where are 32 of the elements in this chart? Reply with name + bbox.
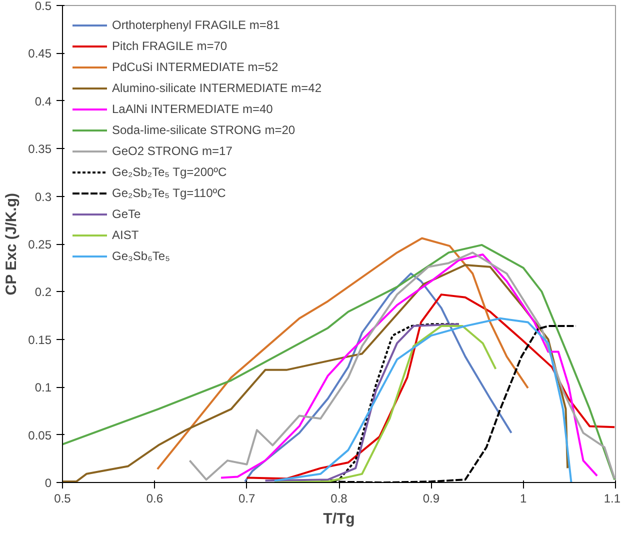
legend-label: Soda-lime-silicate STRONG m=20 xyxy=(112,123,296,137)
y-tick-label: 0.2 xyxy=(34,285,52,300)
legend-label: Ge₂Sb₂Te₅ Tg=110ºC xyxy=(112,186,226,200)
legend-label: AIST xyxy=(112,228,139,242)
y-tick-label: 0 xyxy=(44,476,52,490)
y-tick-label: 0.3 xyxy=(34,190,52,204)
x-tick-label: 0.9 xyxy=(422,492,440,506)
x-tick-label: 1 xyxy=(520,492,527,506)
x-tick-label: 0.6 xyxy=(146,492,164,506)
legend-label: Alumino-silicate INTERMEDIATE m=42 xyxy=(112,81,322,95)
y-tick-label: 0.15 xyxy=(28,332,52,347)
x-axis-title: T/Tg xyxy=(323,510,355,528)
y-tick-label: 0.5 xyxy=(34,0,52,13)
legend-label: PdCuSi INTERMEDIATE m=52 xyxy=(112,60,278,74)
legend-label: LaAlNi INTERMEDIATE m=40 xyxy=(112,102,273,116)
y-tick-label: 0.05 xyxy=(28,428,52,442)
legend-label: GeTe xyxy=(112,207,141,221)
legend-label: Ge₃Sb₆Te₅ xyxy=(112,249,170,263)
x-tick-label: 0.7 xyxy=(238,492,256,506)
y-tick-label: 0.4 xyxy=(34,94,52,108)
y-tick-label: 0.45 xyxy=(28,46,52,61)
x-tick-label: 0.5 xyxy=(54,492,72,506)
y-axis-title: CP Exc (J/K.g) xyxy=(3,192,20,296)
legend-label: Orthoterphenyl FRAGILE m=81 xyxy=(112,18,280,32)
legend-label: GeO2 STRONG m=17 xyxy=(112,144,232,158)
y-tick-label: 0.1 xyxy=(34,380,52,395)
x-tick-label: 0.8 xyxy=(330,492,348,506)
x-tick-label: 1.1 xyxy=(604,492,621,506)
legend-label: Ge₂Sb₂Te₅ Tg=200ºC xyxy=(112,165,227,179)
legend-label: Pitch FRAGILE m=70 xyxy=(112,39,228,53)
y-tick-label: 0.25 xyxy=(28,238,52,252)
y-tick-label: 0.35 xyxy=(28,142,52,156)
